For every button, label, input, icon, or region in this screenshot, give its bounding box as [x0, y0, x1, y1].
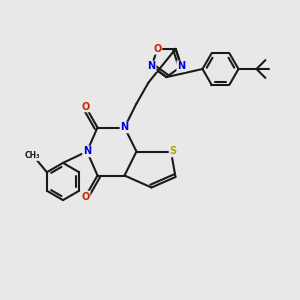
Text: N: N	[148, 61, 156, 71]
Text: O: O	[153, 44, 161, 54]
Text: S: S	[169, 146, 177, 157]
Text: O: O	[81, 101, 90, 112]
Text: N: N	[83, 146, 91, 157]
Text: N: N	[120, 122, 129, 133]
Text: O: O	[81, 191, 90, 202]
Text: N: N	[177, 61, 185, 71]
Text: CH₃: CH₃	[25, 152, 40, 160]
